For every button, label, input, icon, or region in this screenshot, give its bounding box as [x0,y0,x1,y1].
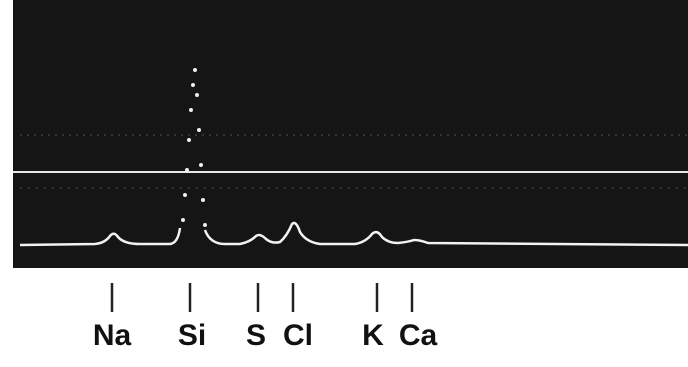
spectrum-screen [13,0,688,268]
element-label: Ca [399,319,438,352]
element-label: K [362,319,384,352]
element-markers [110,283,414,312]
element-label: Na [93,319,132,352]
element-label: S [246,319,266,352]
spectrum-trace [19,221,688,247]
element-label: Cl [283,319,313,352]
si-peak-dots [181,68,207,227]
element-label: Si [178,319,206,352]
